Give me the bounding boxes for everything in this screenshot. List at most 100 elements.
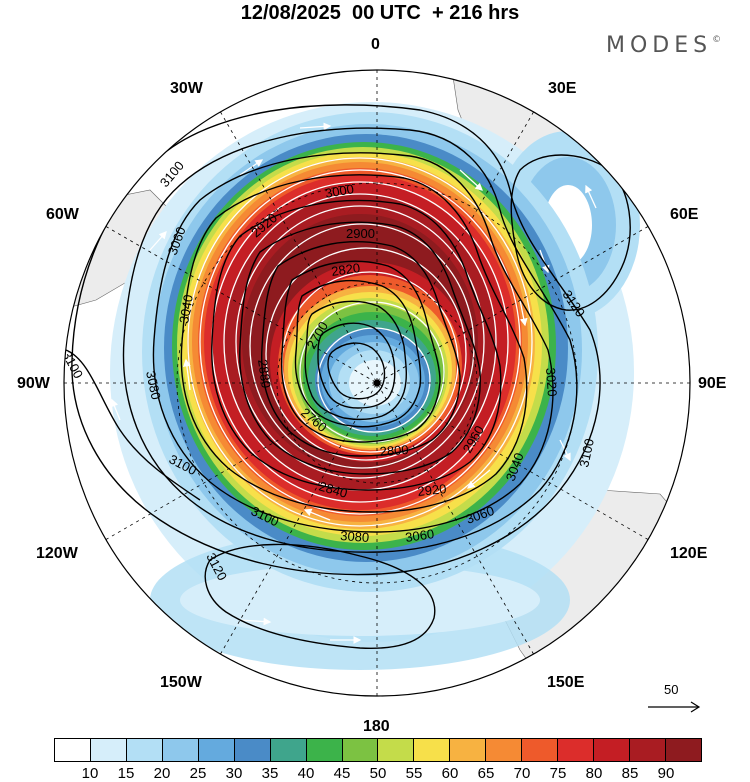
colorbar-swatch: [126, 739, 163, 761]
streamline-arrow: [459, 169, 483, 191]
streamline-arrow: [239, 617, 272, 626]
contour-label: 2800: [379, 442, 409, 459]
wind-streamlines: [110, 122, 597, 644]
lon-label-30e: 30E: [548, 80, 577, 97]
colorbar-swatch: [342, 739, 379, 761]
pole-marker-icon: [373, 379, 381, 387]
reference-vector-arrow-icon: [648, 701, 701, 713]
lon-label-150e: 150E: [547, 674, 585, 691]
contour-2960: [239, 221, 481, 475]
contour-2700: [327, 342, 386, 400]
streamline-ring: [187, 157, 533, 527]
map-boundary: [63, 69, 691, 697]
colorbar-tick-label: 55: [405, 765, 423, 782]
colorbar-tick-label: 45: [333, 765, 351, 782]
lon-label-150w: 150W: [160, 674, 202, 691]
contour-label: 2820: [330, 260, 361, 279]
lon-label-180: 180: [363, 718, 390, 735]
contour-3040: [180, 174, 528, 513]
streamline-arrow: [303, 508, 331, 521]
lon-label-120e: 120E: [670, 545, 708, 562]
lon-label-60w: 60W: [46, 206, 79, 223]
contour-label: 3060: [404, 526, 435, 545]
map-disk-content: 3100 3060 3040 3100 3080 3100 3100 3120 …: [64, 70, 690, 696]
streamline-arrow: [110, 398, 121, 421]
colorbar-tick-label: 40: [297, 765, 315, 782]
contour-label: 2880: [255, 358, 274, 389]
colorbar-swatch: [90, 739, 127, 761]
colorbar-tick-label: 25: [189, 765, 207, 782]
colorbar-swatch: [665, 739, 701, 761]
contour-2840: [294, 279, 422, 428]
lon-label-60e: 60E: [670, 206, 699, 223]
colorbar-swatch: [630, 739, 666, 761]
colorbar-swatch: [306, 739, 343, 761]
contour-2800: [304, 300, 407, 421]
colorbar-tick-label: 75: [549, 765, 567, 782]
wind-speed-colorbar: [54, 738, 702, 762]
contour-label: 3080: [340, 528, 370, 545]
streamline-ring: [265, 247, 467, 461]
colorbar-swatch: [558, 739, 595, 761]
streamline-ring: [235, 205, 485, 479]
colorbar-swatch: [594, 739, 630, 761]
streamline-arrow: [239, 159, 264, 176]
lon-label-0: 0: [371, 36, 380, 53]
streamline-arrow: [519, 299, 528, 327]
contour-label: 3020: [543, 367, 560, 397]
colorbar-tick-label: 70: [513, 765, 531, 782]
colorbar-swatch: [486, 739, 523, 761]
colorbar-swatch: [378, 739, 415, 761]
colorbar-swatch: [198, 739, 235, 761]
colorbar-tick-label: 90: [657, 765, 675, 782]
colorbar-swatch: [450, 739, 487, 761]
contour-2920: [261, 241, 461, 457]
colorbar-swatch: [270, 739, 307, 761]
streamline-arrow: [149, 231, 167, 251]
graticule: [64, 70, 690, 696]
contour-3000: [211, 199, 502, 491]
contour-label: 2900: [346, 226, 375, 241]
modes-logo: MODES©: [606, 33, 721, 58]
streamline-ring: [199, 169, 521, 515]
contour-label: 3080: [143, 370, 164, 401]
colorbar-swatch: [414, 739, 451, 761]
lon-label-30w: 30W: [170, 80, 203, 97]
colorbar-tick-label: 10: [81, 765, 99, 782]
lon-label-120w: 120W: [36, 545, 78, 562]
streamline-arrow: [182, 358, 191, 391]
contour-label: 3100: [576, 437, 597, 468]
colorbar-tick-label: 15: [117, 765, 135, 782]
contour-label: 3000: [324, 181, 355, 201]
copyright-mark: ©: [712, 35, 722, 45]
streamline-arrow: [466, 469, 491, 489]
colorbar-swatch: [234, 739, 271, 761]
colorbar-tick-label: 85: [621, 765, 639, 782]
contour-3060: [152, 152, 554, 533]
brand-text: MODES: [606, 33, 713, 58]
contour-3100-west: [65, 349, 201, 501]
map-title: 12/08/2025 00 UTC + 216 hrs: [240, 2, 520, 24]
colorbar-tick-label: 60: [441, 765, 459, 782]
contour-label: 3040: [176, 293, 196, 324]
colorbar-tick-label: 20: [153, 765, 171, 782]
contour-label: 2920: [417, 481, 447, 499]
contour-3080: [122, 127, 578, 553]
height-contours: [65, 104, 631, 649]
colorbar-tick-label: 35: [261, 765, 279, 782]
polar-stereographic-map: 3100 3060 3040 3100 3080 3100 3100 3120 …: [63, 69, 691, 697]
lon-label-90e: 90E: [698, 375, 727, 392]
colorbar-ticks: 10 15 20 25 30 35 40 45 50 55 60 65 70 75 80 85 90: [54, 766, 702, 782]
contour-3120-eddy: [510, 154, 631, 311]
lon-label-90w: 90W: [17, 375, 50, 392]
contour-3120-south: [204, 543, 436, 649]
colorbar-swatch: [162, 739, 199, 761]
contour-2880: [280, 260, 441, 443]
colorbar-tick-label: 50: [369, 765, 387, 782]
contour-3100-outer: [71, 104, 601, 576]
colorbar-swatch: [55, 739, 91, 761]
colorbar-tick-label: 30: [225, 765, 243, 782]
streamline-arrow: [585, 184, 597, 209]
reference-vector-label: 50: [664, 682, 679, 697]
colorbar-swatch: [522, 739, 559, 761]
